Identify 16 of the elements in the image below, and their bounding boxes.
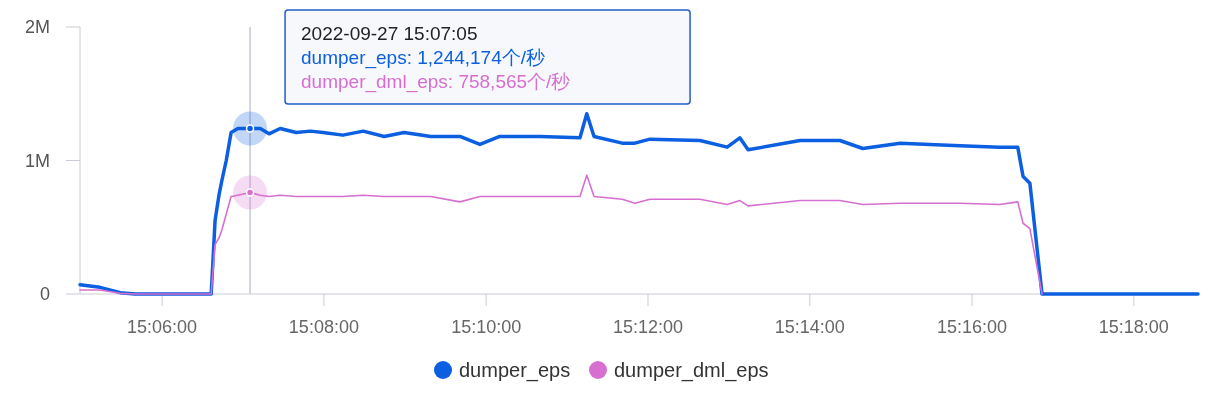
tooltip: 2022-09-27 15:07:05 dumper_eps: 1,244,174个/秒 dumper_dml_eps: 758,565个/秒	[284, 9, 691, 105]
legend-label: dumper_dml_eps	[614, 359, 769, 382]
x-tick-label: 15:06:00	[127, 317, 198, 337]
x-tick-label: 15:12:00	[612, 317, 684, 337]
legend-label: dumper_eps	[459, 359, 571, 382]
x-tick-label: 15:18:00	[1098, 317, 1169, 337]
y-tick-label: 2M	[24, 17, 50, 37]
y-tick-label: 0	[39, 284, 50, 304]
annotation: dumper_dml_eps: 758,565个/秒	[301, 71, 571, 93]
x-tick-label: 15:10:00	[451, 317, 522, 337]
y-tick-label: 1M	[24, 150, 50, 171]
x-tick-label: 15:16:00	[937, 317, 1008, 337]
x-tick-label: 15:08:00	[288, 317, 359, 337]
annotation: dumper_eps: 1,244,174个/秒	[301, 47, 546, 69]
x-tick-label: 15:14:00	[774, 317, 845, 337]
annotation: 2022-09-27 15:07:05	[301, 23, 478, 44]
